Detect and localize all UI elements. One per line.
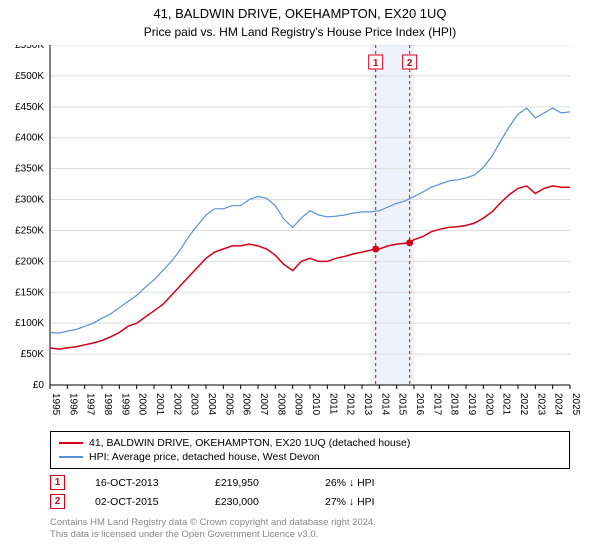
event-marker-number: 2	[407, 58, 413, 69]
x-tick-label: 2006	[241, 393, 252, 416]
legend-row: HPI: Average price, detached house, West…	[59, 450, 561, 464]
x-tick-label: 2004	[206, 393, 217, 416]
event-marker-number: 1	[373, 58, 379, 69]
legend-row: 41, BALDWIN DRIVE, OKEHAMPTON, EX20 1UQ …	[59, 436, 561, 450]
x-tick-label: 2015	[397, 393, 408, 416]
highlight-band	[371, 45, 414, 385]
y-tick-label: £400K	[15, 133, 44, 144]
x-tick-label: 2010	[310, 393, 321, 416]
x-tick-label: 2007	[258, 393, 269, 416]
events-table: 1 16-OCT-2013 £219,950 26% ↓ HPI 2 02-OCT-201…	[50, 473, 570, 511]
page-subtitle: Price paid vs. HM Land Registry's House …	[0, 21, 600, 45]
event-price: £219,950	[215, 477, 295, 489]
event-dot	[406, 239, 413, 246]
x-tick-label: 2017	[431, 393, 442, 416]
x-tick-label: 2012	[345, 393, 356, 416]
event-price: £230,000	[215, 496, 295, 508]
x-tick-label: 2008	[275, 393, 286, 416]
x-tick-label: 2009	[293, 393, 304, 416]
chart-area: £0 £50K £100K £150K £200K £250K £300K £350K £400…	[0, 45, 600, 425]
x-tick-label: 2014	[379, 393, 390, 416]
event-dot	[372, 246, 379, 253]
event-pct: 27% ↓ HPI	[325, 496, 375, 508]
y-tick-label: £500K	[15, 71, 44, 82]
footer-line-2: This data is licensed under the Open Gov…	[50, 529, 570, 541]
footer-line-1: Contains HM Land Registry data © Crown c…	[50, 517, 570, 529]
y-tick-label: £350K	[15, 164, 44, 175]
y-tick-label: £200K	[15, 256, 44, 267]
y-tick-label: £300K	[15, 195, 44, 206]
x-tick-label: 2005	[223, 393, 234, 416]
legend: 41, BALDWIN DRIVE, OKEHAMPTON, EX20 1UQ …	[50, 431, 570, 469]
event-row-marker: 2	[50, 494, 65, 509]
event-row: 2 02-OCT-2015 £230,000 27% ↓ HPI	[50, 492, 570, 511]
y-tick-label: £550K	[15, 45, 44, 51]
event-date: 16-OCT-2013	[95, 477, 185, 489]
series-hpi	[50, 108, 570, 333]
x-tick-label: 1995	[50, 393, 61, 416]
legend-swatch	[59, 442, 83, 444]
x-tick-label: 2021	[501, 393, 512, 416]
x-tick-label: 2003	[189, 393, 200, 416]
x-tick-label: 2024	[553, 393, 564, 416]
event-row: 1 16-OCT-2013 £219,950 26% ↓ HPI	[50, 473, 570, 492]
y-tick-label: £100K	[15, 318, 44, 329]
x-tick-label: 2018	[449, 393, 460, 416]
footer-note: Contains HM Land Registry data © Crown c…	[50, 517, 570, 542]
x-tick-label: 2019	[466, 393, 477, 416]
page-title: 41, BALDWIN DRIVE, OKEHAMPTON, EX20 1UQ	[0, 0, 600, 21]
x-tick-label: 1998	[102, 393, 113, 416]
chart-container: 41, BALDWIN DRIVE, OKEHAMPTON, EX20 1UQ …	[0, 0, 600, 560]
x-tick-label: 2020	[483, 393, 494, 416]
y-tick-label: £0	[33, 380, 45, 391]
x-tick-label: 2022	[518, 393, 529, 416]
x-tick-label: 2011	[327, 393, 338, 415]
y-tick-label: £250K	[15, 225, 44, 236]
line-chart: £0 £50K £100K £150K £200K £250K £300K £350K £400…	[0, 45, 600, 425]
x-tick-label: 2013	[362, 393, 373, 416]
x-tick-label: 2001	[154, 393, 165, 416]
x-tick-label: 1999	[119, 393, 130, 416]
x-tick-label: 2023	[535, 393, 546, 416]
y-tick-label: £150K	[15, 287, 44, 298]
y-tick-label: £450K	[15, 102, 44, 113]
event-row-marker: 1	[50, 475, 65, 490]
event-pct: 26% ↓ HPI	[325, 477, 375, 489]
x-tick-label: 2016	[414, 393, 425, 416]
x-tick-label: 1996	[67, 393, 78, 416]
x-tick-label: 2002	[171, 393, 182, 416]
x-tick-label: 2025	[570, 393, 581, 416]
x-tick-label: 1997	[85, 393, 96, 416]
y-tick-label: £50K	[21, 349, 45, 360]
legend-label: HPI: Average price, detached house, West…	[89, 451, 320, 463]
legend-swatch	[59, 456, 83, 458]
x-tick-label: 2000	[137, 393, 148, 416]
legend-label: 41, BALDWIN DRIVE, OKEHAMPTON, EX20 1UQ …	[89, 437, 410, 449]
event-date: 02-OCT-2015	[95, 496, 185, 508]
